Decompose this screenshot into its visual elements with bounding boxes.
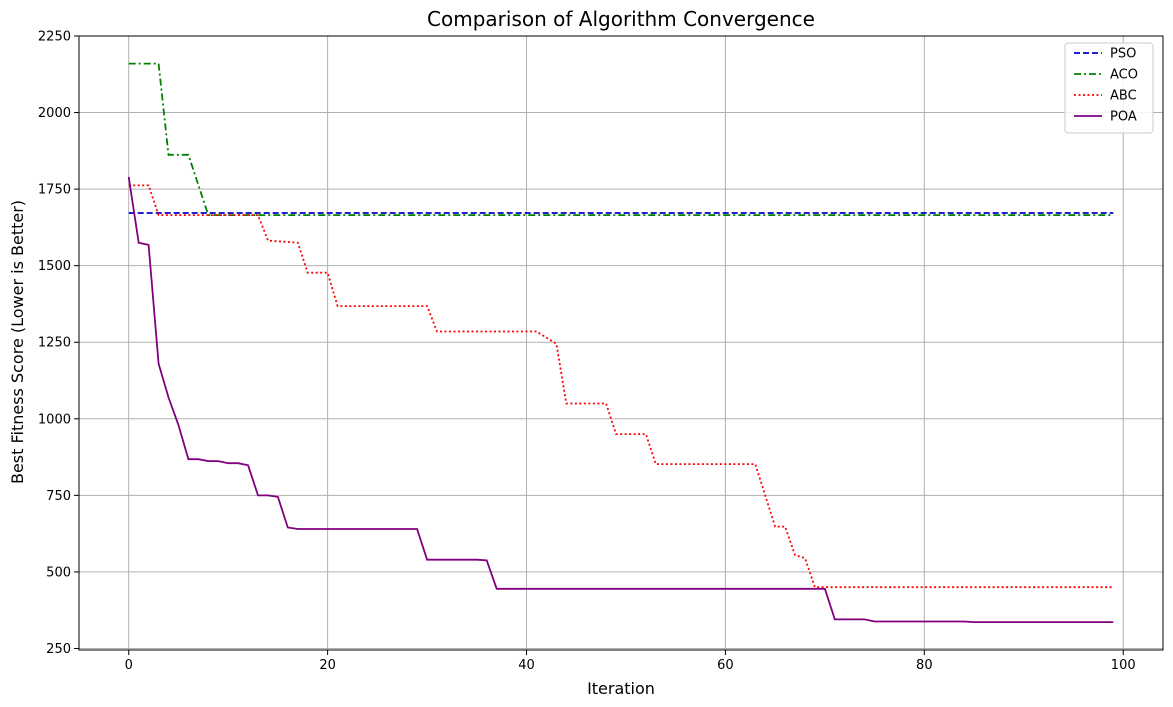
y-tick-label: 2000 xyxy=(38,106,71,121)
y-tick-label: 1250 xyxy=(38,336,71,351)
legend: PSO ACO ABC POA xyxy=(1064,42,1154,134)
grid-lines xyxy=(79,35,1163,650)
legend-label-aco: ACO xyxy=(1110,68,1138,83)
legend-box xyxy=(1064,42,1154,134)
legend-label-abc: ABC xyxy=(1110,89,1137,104)
y-tick-label: 750 xyxy=(46,489,71,504)
y-tick-label: 250 xyxy=(46,642,71,657)
legend-label-pso: PSO xyxy=(1110,47,1136,62)
x-tick-label: 80 xyxy=(916,658,933,673)
x-tick-label: 0 xyxy=(125,658,133,673)
y-axis-ticks: 250 500 750 1000 1250 1500 1750 2000 2250 xyxy=(38,30,79,657)
series-line-poa xyxy=(127,176,1114,623)
y-axis-label: Best Fitness Score (Lower is Better) xyxy=(8,200,27,484)
plot-area-frame xyxy=(78,35,1164,651)
series-line-abc xyxy=(128,184,1114,589)
plot-series xyxy=(127,62,1114,623)
x-tick-label: 100 xyxy=(1111,658,1136,673)
y-tick-label: 2250 xyxy=(38,30,71,45)
x-tick-label: 20 xyxy=(319,658,336,673)
legend-label-poa: POA xyxy=(1110,110,1137,125)
y-tick-label: 1750 xyxy=(38,183,71,198)
y-tick-label: 1500 xyxy=(38,259,71,274)
x-axis-ticks: 0 20 40 60 80 100 xyxy=(125,650,1136,673)
chart-title: Comparison of Algorithm Convergence xyxy=(427,7,815,31)
x-axis-label: Iteration xyxy=(587,679,655,698)
y-tick-label: 500 xyxy=(46,565,71,580)
series-line-aco xyxy=(128,62,1114,216)
x-tick-label: 40 xyxy=(518,658,535,673)
y-tick-label: 1000 xyxy=(38,412,71,427)
x-tick-label: 60 xyxy=(717,658,734,673)
